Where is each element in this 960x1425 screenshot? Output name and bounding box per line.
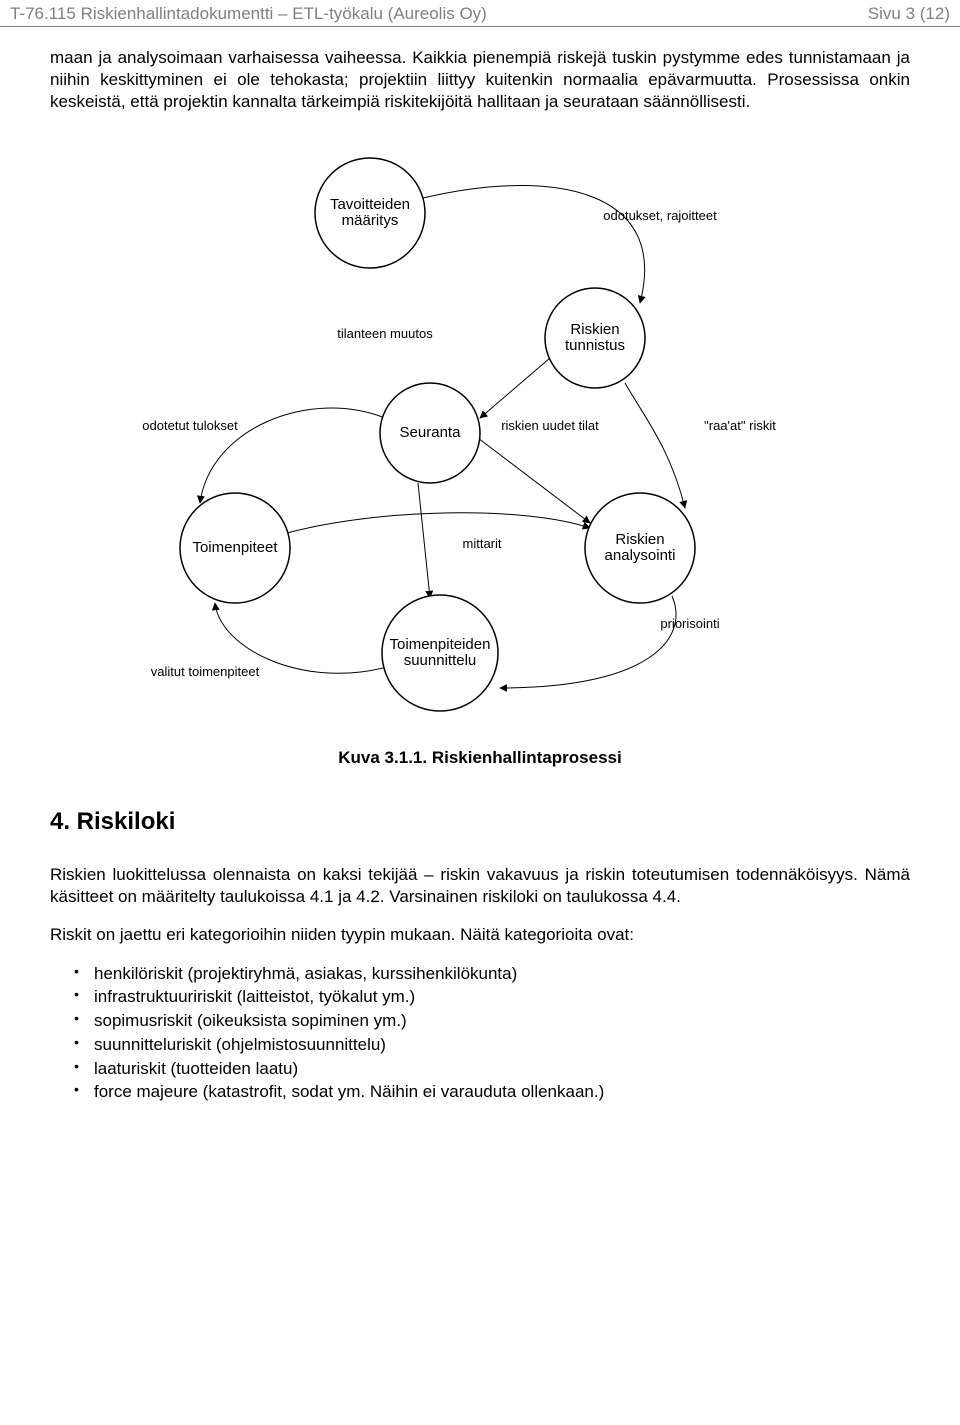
svg-text:odotukset, rajoitteet: odotukset, rajoitteet	[603, 208, 717, 223]
page-header: T-76.115 Riskienhallintadokumentti – ETL…	[0, 0, 960, 27]
svg-text:odotetut tulokset: odotetut tulokset	[142, 418, 238, 433]
header-right: Sivu 3 (12)	[868, 4, 950, 24]
svg-text:Toimenpiteiden: Toimenpiteiden	[390, 636, 491, 653]
svg-text:suunnittelu: suunnittelu	[404, 652, 477, 669]
list-item: laaturiskit (tuotteiden laatu)	[70, 1057, 910, 1081]
body-paragraph-1: Riskien luokittelussa olennaista on kaks…	[50, 864, 910, 908]
svg-text:priorisointi: priorisointi	[660, 616, 719, 631]
category-list: henkilöriskit (projektiryhmä, asiakas, k…	[70, 962, 910, 1105]
svg-text:Riskien: Riskien	[615, 531, 664, 548]
body-paragraph-2: Riskit on jaettu eri kategorioihin niide…	[50, 924, 910, 946]
svg-text:valitut toimenpiteet: valitut toimenpiteet	[151, 664, 260, 679]
list-item: suunnitteluriskit (ohjelmistosuunnittelu…	[70, 1033, 910, 1057]
svg-text:tunnistus: tunnistus	[565, 337, 625, 354]
svg-text:Toimenpiteet: Toimenpiteet	[192, 539, 278, 556]
svg-text:Tavoitteiden: Tavoitteiden	[330, 196, 410, 213]
list-item: sopimusriskit (oikeuksista sopiminen ym.…	[70, 1009, 910, 1033]
section-heading-riskiloki: 4. Riskiloki	[50, 808, 910, 836]
process-diagram: odotukset, rajoitteet tilanteen muutos "ra…	[50, 128, 910, 718]
svg-text:analysointi: analysointi	[605, 547, 676, 564]
svg-text:määritys: määritys	[342, 212, 399, 229]
list-item: force majeure (katastrofit, sodat ym. Nä…	[70, 1080, 910, 1104]
svg-text:riskien uudet tilat: riskien uudet tilat	[501, 418, 599, 433]
intro-paragraph: maan ja analysoimaan varhaisessa vaihees…	[50, 47, 910, 112]
svg-text:mittarit: mittarit	[463, 536, 502, 551]
list-item: infrastruktuuririskit (laitteistot, työk…	[70, 985, 910, 1009]
svg-text:tilanteen muutos: tilanteen muutos	[337, 326, 433, 341]
header-left: T-76.115 Riskienhallintadokumentti – ETL…	[10, 4, 487, 24]
list-item: henkilöriskit (projektiryhmä, asiakas, k…	[70, 962, 910, 986]
svg-text:"raa'at" riskit: "raa'at" riskit	[704, 418, 776, 433]
svg-text:Seuranta: Seuranta	[400, 424, 462, 441]
svg-text:Riskien: Riskien	[570, 321, 619, 338]
figure-caption: Kuva 3.1.1. Riskienhallintaprosessi	[50, 748, 910, 768]
